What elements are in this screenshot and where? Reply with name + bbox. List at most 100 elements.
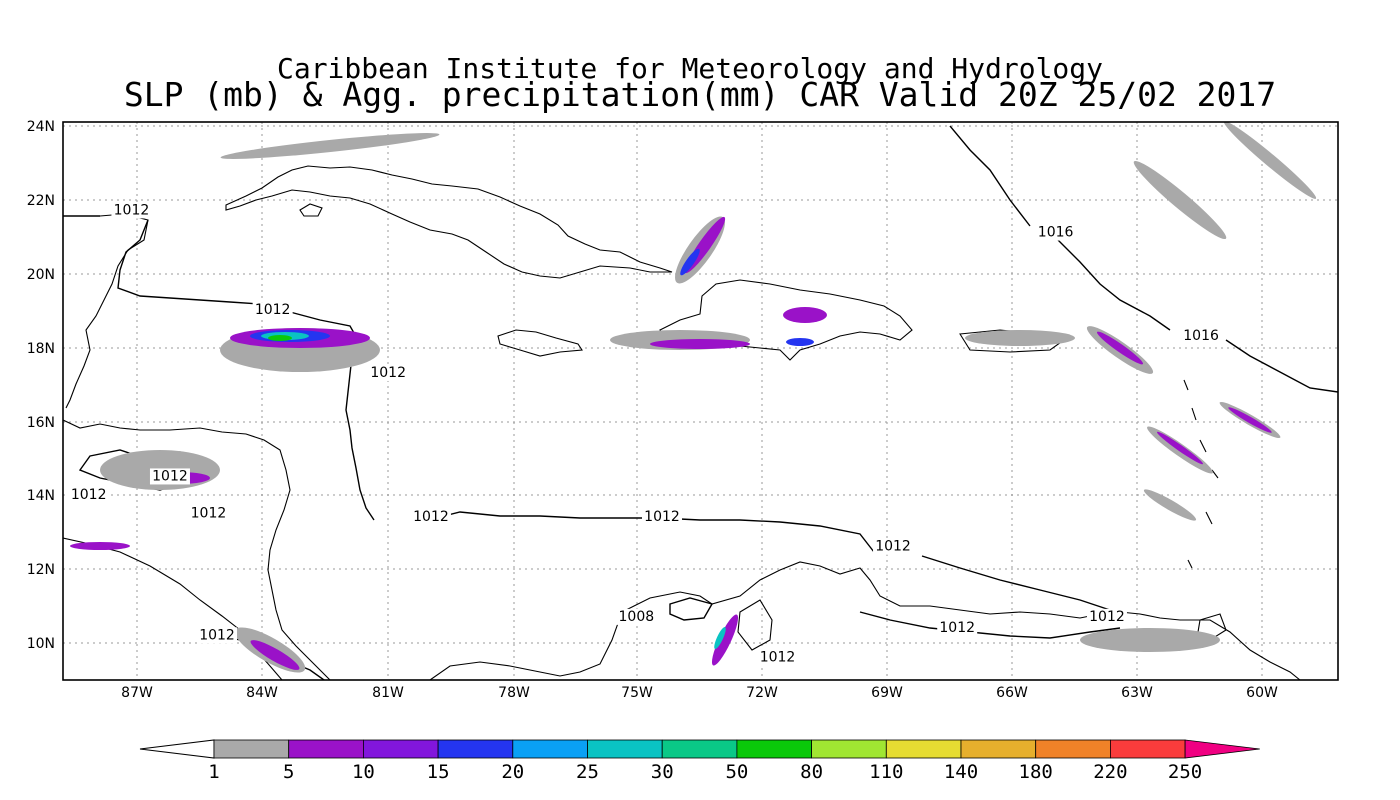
isobar-1012-venezuela [859,611,1121,639]
colorbar-low-end-triangle [139,739,215,759]
coastline-south-america [429,561,1301,680]
colorbar-segment [587,739,663,759]
isobar-labels: 1012 1016 1012 1016 1012 1012 1012 1012 1012 1012… [68,202,1222,666]
colorbar-high-end-triangle [1184,739,1260,759]
isobar-label-background [111,202,152,219]
colorbar-segment [288,739,364,759]
lat-tick-label: 14N [27,488,55,504]
lon-tick-labels: 87W 84W 81W 78W 75W 72W 69W 66W 63W 60W [121,685,1278,701]
precip-purple-antilles2 [1228,407,1272,433]
colorbar-segment [512,739,588,759]
lat-tick-label: 20N [27,267,55,283]
isobar-label-background [1035,224,1076,241]
colorbar-tick-label: 1 [208,761,219,783]
isobar-label-background [937,619,978,636]
colorbar-tick-label: 10 [352,761,375,783]
isobar-label-background [410,509,451,526]
precip-blue-hispaniola [786,338,814,346]
isobar-label: 1012 [152,468,188,484]
colorbar-tick-label: 30 [651,761,674,783]
isobar-1008-colombia [669,597,714,621]
precip-purple-nicaragua [70,542,130,550]
isobar-label-background [757,649,798,666]
isobar-label-background [68,486,109,503]
isobar-label: 1016 [1183,328,1219,344]
lon-tick-label: 66W [996,685,1028,701]
colorbar-tick-label: 180 [1019,761,1053,783]
lon-tick-label: 81W [372,685,404,701]
map-border [62,121,1339,681]
isobar-label: 1012 [875,539,911,555]
lat-tick-label: 12N [27,562,55,578]
isobar-label: 1012 [370,365,406,381]
lon-tick-label: 78W [498,685,530,701]
colorbar-tick-label: 50 [725,761,748,783]
institute-title: Caribbean Institute for Meteorology and … [277,52,1103,85]
isobar-label-background [188,505,229,522]
lon-tick-label: 75W [621,685,653,701]
lat-tick-label: 16N [27,415,55,431]
precip-blue-windward [680,248,700,276]
precip-grey-atlantic1 [1133,160,1227,240]
colorbar-segment [213,739,290,759]
isobar-label: 1016 [1038,225,1074,241]
colorbar-tick-label: 220 [1093,761,1127,783]
chart-title: SLP (mb) & Agg. precipitation(mm) CAR Va… [124,75,1276,114]
isobar-1012-north [63,215,1111,611]
lat-tick-label: 24N [27,119,55,135]
isobar-label: 1012 [413,509,449,525]
precip-cyan-colombia [714,627,726,649]
precip-grey-cuba-north [220,133,440,159]
precip-green [268,335,292,341]
lat-tick-label: 18N [27,341,55,357]
colorbar-segment [960,739,1037,759]
precip-purple-antilles1 [1156,431,1204,465]
colorbar-tick-label: 25 [576,761,599,783]
colorbar-segment [885,739,962,759]
map-content: 1012 1016 1012 1016 1012 1012 1012 1012 1012 1012… [63,122,1338,680]
lon-tick-label: 87W [121,685,153,701]
isobar-label-background [368,364,409,381]
colorbar-segment [1110,739,1186,759]
precip-grey-antilles3 [1143,489,1197,521]
isobar-label-background [873,538,914,555]
isobar-label: 1012 [939,620,975,636]
colorbar-segment [362,739,439,759]
colorbar-segment [811,739,887,759]
precip-grey-venezuela [1080,628,1220,652]
colorbar-tick-label: 80 [800,761,823,783]
map-frame-background [63,122,1338,680]
isobar-label-background [149,468,190,485]
isobar-label-background [1181,328,1222,345]
precip-purple-colombia [711,614,739,666]
precip-green-cayman [268,335,292,341]
isobar-label: 1012 [255,302,291,318]
colorbar-tick-label: 5 [283,761,294,783]
colorbar-tick-label: 110 [869,761,903,783]
isobar-label-background [1086,608,1127,625]
precip-grey-atlantic2 [1223,122,1317,199]
colorbar-tick-label: 140 [944,761,978,783]
coastline-central-america [63,419,331,680]
isobar-label: 1012 [644,509,680,525]
coastline-isla-de-la-juventud [299,203,323,217]
coastline-cuba [225,165,673,279]
colorbar-tick-label: 250 [1168,761,1202,783]
isobar-label: 1008 [619,609,655,625]
precip-purple-atlantic3 [1096,331,1144,365]
precip-purple-hispaniola [783,307,827,323]
colorbar-segment [1035,739,1111,759]
isobar-label: 1012 [199,627,235,643]
coastline-lesser-antilles [1183,379,1219,569]
lon-tick-label: 60W [1246,685,1278,701]
lon-tick-label: 84W [246,685,278,701]
lon-tick-label: 63W [1121,685,1153,701]
isobar-label: 1012 [1089,609,1125,625]
coastline-jamaica [497,329,583,357]
isobar-label-background [197,627,238,644]
isobar-label-background [252,302,293,319]
lat-tick-label: 22N [27,193,55,209]
precip-purple-jamaica-east [650,339,750,349]
lon-tick-label: 72W [746,685,778,701]
isobar-label-background [616,608,657,625]
